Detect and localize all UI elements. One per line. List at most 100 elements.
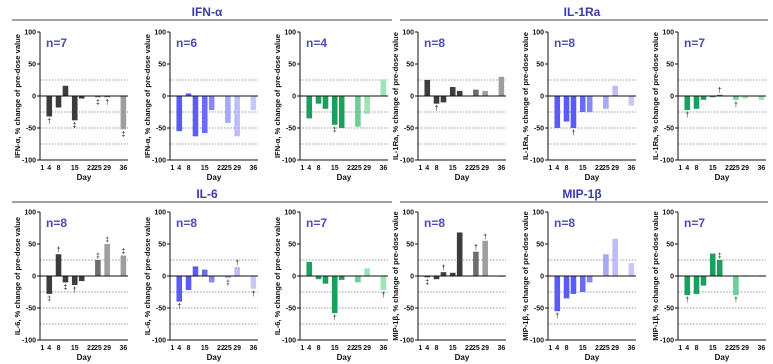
y-tick-label: -100 bbox=[282, 338, 296, 345]
y-tick-label: 0 bbox=[410, 274, 414, 281]
y-tick-label: 100 bbox=[532, 210, 544, 217]
bar bbox=[338, 276, 345, 280]
x-tick-label: 4 bbox=[555, 345, 559, 352]
y-tick-label: -100 bbox=[530, 158, 544, 165]
bar bbox=[331, 96, 338, 125]
bar bbox=[355, 96, 361, 127]
bar bbox=[554, 96, 561, 128]
bar bbox=[201, 96, 208, 134]
y-tick-label: 100 bbox=[24, 210, 36, 217]
bar bbox=[306, 261, 313, 276]
bar bbox=[579, 96, 586, 112]
bar bbox=[62, 276, 69, 283]
bar bbox=[586, 96, 593, 112]
panel-0-2: ‡ 100 50 0 -50 -100 1 4 8 15 22 25 29 36 Day IFN-α, % c… bbox=[273, 30, 388, 182]
n-label: n=7 bbox=[684, 216, 705, 230]
y-axis-title: MIP-1β, % change of pre-dose value bbox=[651, 211, 660, 341]
x-tick-label: 29 bbox=[363, 165, 371, 172]
x-tick-label: 22 bbox=[725, 165, 733, 172]
x-tick-label: 8 bbox=[435, 165, 439, 172]
bar bbox=[104, 96, 110, 98]
x-tick-label: 8 bbox=[187, 165, 191, 172]
y-axis-title: IL-6, % change of pre-dose value bbox=[143, 217, 152, 335]
x-tick-label: 1 bbox=[678, 345, 682, 352]
panel-1-0: † 100 50 0 -50 -100 1 4 8 15 22 25 29 36 Day IL-1Ra, % … bbox=[391, 30, 506, 182]
bar bbox=[482, 240, 488, 276]
x-tick-label: 4 bbox=[307, 345, 311, 352]
y-tick-label: 0 bbox=[162, 274, 166, 281]
bar bbox=[628, 96, 635, 106]
y-tick-label: 100 bbox=[284, 30, 296, 37]
x-axis-title: Day bbox=[585, 353, 600, 362]
bar bbox=[120, 96, 127, 130]
x-tick-label: 15 bbox=[449, 165, 457, 172]
y-tick-label: 100 bbox=[402, 30, 414, 37]
y-tick-label: -100 bbox=[530, 338, 544, 345]
y-tick-label: 50 bbox=[158, 62, 166, 69]
bar bbox=[742, 96, 748, 99]
x-tick-label: 22 bbox=[465, 165, 473, 172]
significance-mark: † bbox=[718, 88, 722, 95]
y-axis-title: IFN-α, % change of pre-dose value bbox=[143, 34, 152, 158]
significance-mark: † bbox=[105, 99, 109, 106]
bar bbox=[71, 276, 78, 285]
x-tick-label: 4 bbox=[177, 345, 181, 352]
x-tick-label: 4 bbox=[425, 165, 429, 172]
bar bbox=[570, 96, 577, 128]
x-tick-label: 29 bbox=[103, 345, 111, 352]
y-tick-label: -50 bbox=[286, 126, 296, 133]
x-tick-label: 29 bbox=[233, 165, 241, 172]
x-tick-label: 4 bbox=[307, 165, 311, 172]
panel-2-2: † † 100 50 0 -50 -100 1 4 8 15 22 25 29 36 Day IL-6, % c… bbox=[273, 210, 388, 362]
x-tick-label: 8 bbox=[57, 165, 61, 172]
n-label: n=8 bbox=[46, 216, 67, 230]
bar bbox=[733, 276, 739, 296]
y-tick-label: 50 bbox=[28, 242, 36, 249]
bar bbox=[250, 276, 257, 289]
y-axis-title: IL-1Ra, % change of pre-dose value bbox=[521, 32, 530, 160]
y-tick-label: 50 bbox=[666, 242, 674, 249]
x-tick-label: 4 bbox=[47, 165, 51, 172]
x-tick-label: 15 bbox=[201, 165, 209, 172]
x-tick-label: 22 bbox=[595, 345, 603, 352]
significance-mark: ‡ bbox=[226, 280, 230, 287]
bar bbox=[456, 90, 463, 96]
x-tick-label: 1 bbox=[40, 345, 44, 352]
bar bbox=[433, 96, 440, 104]
bar bbox=[306, 96, 313, 119]
bar bbox=[208, 276, 215, 283]
y-tick-label: 0 bbox=[32, 94, 36, 101]
bar bbox=[225, 276, 231, 278]
y-tick-label: -50 bbox=[404, 306, 414, 313]
y-tick-label: 50 bbox=[288, 62, 296, 69]
x-tick-label: 8 bbox=[565, 345, 569, 352]
x-tick-label: 1 bbox=[170, 165, 174, 172]
panel-2-1: † ‡ † † 100 50 0 -50 -100 1 4 8 15 22 25 29 36 Day IL-6, %… bbox=[143, 210, 258, 362]
x-tick-label: 8 bbox=[695, 345, 699, 352]
bar bbox=[185, 276, 192, 291]
x-tick-label: 25 bbox=[732, 165, 740, 172]
panel-1-2: † † † 100 50 0 -50 -100 1 4 8 15 22 25 29 36 Day IL-1Ra, … bbox=[651, 30, 766, 182]
x-axis-title: Day bbox=[455, 353, 470, 362]
bar bbox=[473, 89, 479, 96]
group-title: IFN-α bbox=[192, 5, 223, 19]
y-axis-title: IFN-α, % change of pre-dose value bbox=[273, 34, 282, 158]
bar bbox=[46, 276, 53, 294]
bar bbox=[473, 251, 479, 276]
x-tick-label: 25 bbox=[354, 345, 362, 352]
x-tick-label: 25 bbox=[224, 345, 232, 352]
x-tick-label: 1 bbox=[40, 165, 44, 172]
n-label: n=8 bbox=[424, 36, 445, 50]
bar bbox=[449, 87, 456, 96]
y-tick-label: 0 bbox=[32, 274, 36, 281]
significance-mark: ‡ bbox=[121, 249, 125, 256]
x-tick-label: 25 bbox=[472, 345, 480, 352]
bar bbox=[201, 269, 208, 276]
n-label: n=7 bbox=[306, 216, 327, 230]
group-title: IL-1Ra bbox=[564, 5, 601, 19]
x-tick-label: 36 bbox=[249, 345, 257, 352]
bar bbox=[498, 76, 505, 96]
y-tick-label: 50 bbox=[406, 62, 414, 69]
x-tick-label: 8 bbox=[565, 165, 569, 172]
bar bbox=[693, 96, 700, 109]
